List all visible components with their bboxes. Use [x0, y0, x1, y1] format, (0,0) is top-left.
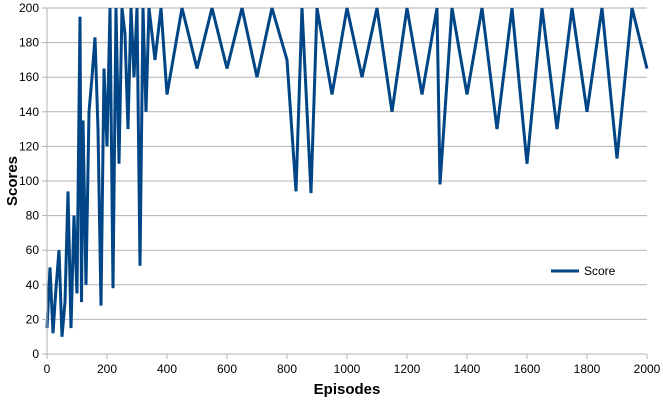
y-tick-label: 160 — [19, 70, 39, 84]
x-tick-label: 200 — [97, 362, 117, 376]
legend: Score — [551, 264, 616, 278]
x-tick-label: 1200 — [394, 362, 421, 376]
x-tick-label: 0 — [44, 362, 51, 376]
x-tick-label: 400 — [157, 362, 177, 376]
y-tick-label: 120 — [19, 139, 39, 153]
axis-layer — [42, 7, 648, 359]
y-tick-label: 180 — [19, 36, 39, 50]
y-tick-label: 140 — [19, 105, 39, 119]
legend-label-score: Score — [584, 264, 616, 278]
x-axis-title: Episodes — [314, 381, 381, 398]
y-tick-label: 20 — [26, 312, 40, 326]
x-tick-label: 1000 — [334, 362, 361, 376]
y-tick-label: 200 — [19, 1, 39, 15]
y-tick-label: 80 — [26, 209, 40, 223]
y-axis-title: Scores — [4, 156, 21, 206]
series-layer — [45, 7, 649, 337]
x-tick-label: 1400 — [454, 362, 481, 376]
y-tick-label: 60 — [26, 243, 40, 257]
x-tick-label: 800 — [277, 362, 297, 376]
x-tick-label: 600 — [217, 362, 237, 376]
series-line-score — [45, 7, 649, 337]
x-tick-label: 1600 — [514, 362, 541, 376]
y-tick-label: 40 — [26, 278, 40, 292]
y-tick-label: 0 — [32, 347, 39, 361]
x-tick-label: 1800 — [574, 362, 601, 376]
x-tick-label: 2000 — [634, 362, 661, 376]
y-tick-label: 100 — [19, 174, 39, 188]
